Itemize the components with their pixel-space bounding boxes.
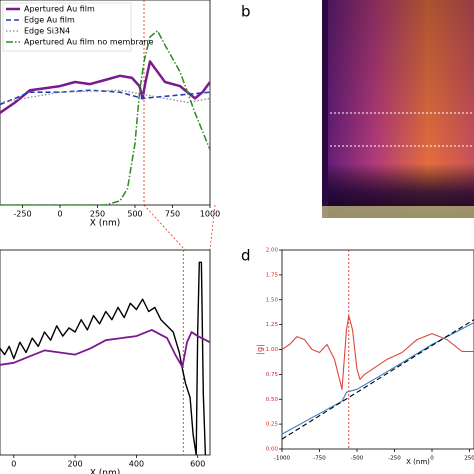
y-tick-label: 0.00 [266, 447, 279, 453]
y-tick-label: 1.25 [266, 322, 279, 328]
series-line [0, 261, 207, 455]
plot-area [0, 0, 210, 205]
x-axis-label: X (nm) [406, 458, 430, 466]
legend-label: Edge Au film [24, 16, 75, 25]
plot-area [0, 250, 210, 455]
series-line [282, 315, 474, 390]
series-line [0, 89, 210, 106]
x-axis-label: X (nm) [90, 469, 121, 474]
y-tick-label: 0.25 [266, 422, 279, 428]
connector [209, 204, 216, 251]
y-axis-label: |g| [256, 344, 265, 354]
series-line [0, 89, 210, 104]
x-tick-label: -500 [351, 456, 364, 462]
y-tick-label: 2.00 [266, 248, 279, 254]
series-line [282, 319, 474, 440]
x-tick-label: 0 [430, 456, 434, 462]
legend-box [2, 2, 132, 52]
y-tick-label: 0.75 [266, 372, 279, 378]
x-tick-label: 0 [11, 460, 16, 469]
series-line [282, 322, 474, 435]
series-line [0, 329, 210, 368]
panel-label: b [241, 3, 251, 21]
legend-label: Apertured Au film [24, 5, 95, 14]
x-tick-label: 600 [190, 460, 205, 469]
plot-frame [281, 249, 474, 450]
x-tick-label: -750 [313, 456, 326, 462]
x-tick-label: 250 [464, 456, 474, 462]
x-tick-label: -1000 [274, 456, 290, 462]
panel-label: d [241, 247, 251, 265]
y-tick-label: 1.00 [266, 347, 279, 353]
x-tick-label: 400 [129, 460, 144, 469]
y-tick-label: 1.75 [266, 272, 279, 278]
y-tick-label: 0.50 [266, 397, 279, 403]
x-tick-label: 500 [127, 210, 142, 219]
plot-frame [0, 249, 211, 456]
series-line [0, 60, 210, 114]
series-line [0, 30, 210, 205]
x-tick-label: 200 [67, 460, 82, 469]
legend-label: Edge Si3N4 [24, 27, 70, 36]
x-tick-label: 750 [165, 210, 180, 219]
plot-area [282, 250, 474, 449]
x-tick-label: -250 [13, 210, 31, 219]
x-axis-label: X (nm) [90, 219, 121, 229]
x-tick-label: 0 [57, 210, 62, 219]
legend-label: Apertured Au film no membrane [24, 38, 154, 47]
x-tick-label: 250 [90, 210, 105, 219]
heatmap-image [322, 0, 474, 218]
x-tick-label: 1000 [200, 210, 220, 219]
x-tick-label: -250 [388, 456, 401, 462]
y-tick-label: 1.50 [266, 297, 279, 303]
